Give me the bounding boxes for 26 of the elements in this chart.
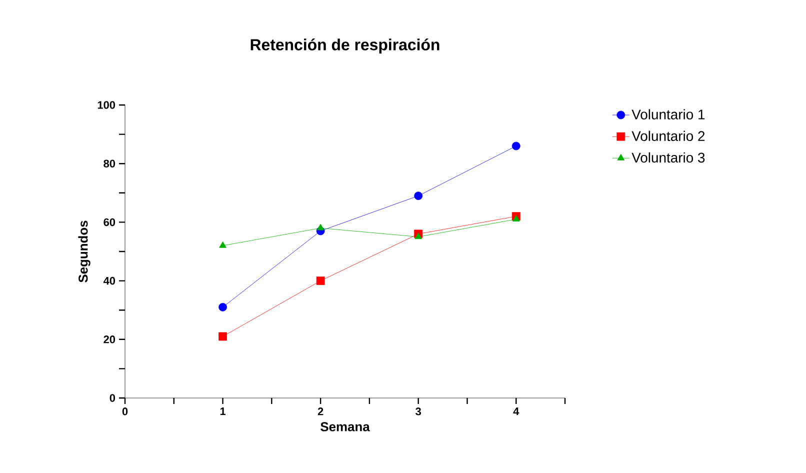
legend-label: Voluntario 2 xyxy=(632,130,705,142)
y-tick-label: 40 xyxy=(103,276,116,285)
x-axis-title: Semana xyxy=(320,422,370,432)
x-tick-label: 2 xyxy=(318,408,324,416)
point xyxy=(316,276,325,285)
x-tick-label: 1 xyxy=(220,408,226,416)
x-tick-label: 0 xyxy=(122,408,128,416)
x-tick-label: 3 xyxy=(416,408,421,416)
y-tick-label: 80 xyxy=(104,160,116,168)
legend-label: Voluntario 3 xyxy=(632,152,705,163)
y-tick-label: 0 xyxy=(110,394,116,402)
point xyxy=(414,192,423,200)
x-tick-label: 4 xyxy=(513,408,520,416)
point xyxy=(316,224,324,230)
y-tick-label: 60 xyxy=(104,218,116,226)
y-tick-label: 100 xyxy=(98,101,116,109)
y-tick-label: 20 xyxy=(104,336,116,344)
legend-label: Voluntario 1 xyxy=(632,109,705,120)
point xyxy=(512,142,520,150)
y-axis-title: Segundos xyxy=(78,220,90,282)
point xyxy=(218,302,227,312)
point xyxy=(219,241,226,248)
point xyxy=(512,215,520,222)
chart-title: Retención de respiración xyxy=(250,38,440,54)
point xyxy=(218,332,227,341)
point xyxy=(414,232,422,240)
